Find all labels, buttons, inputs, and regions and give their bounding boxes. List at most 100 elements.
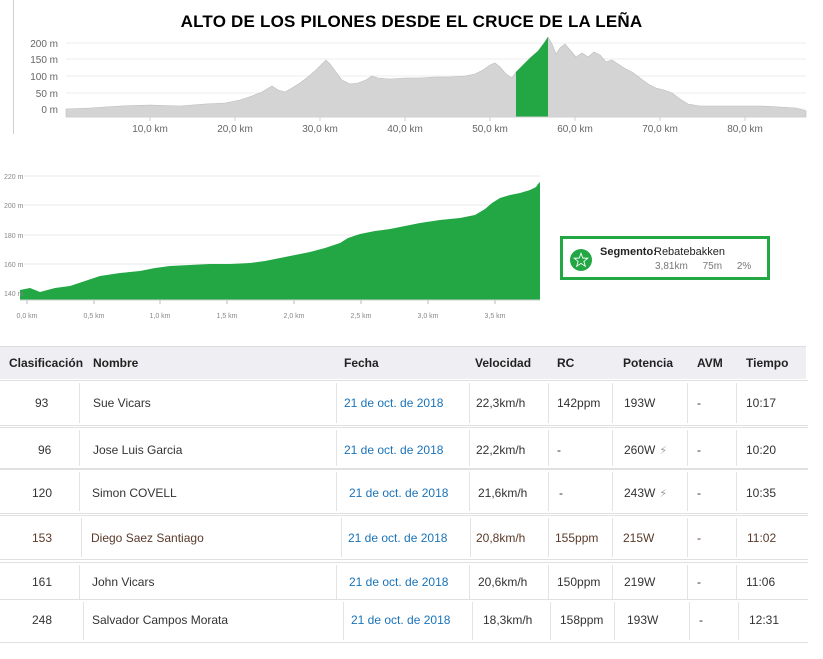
table-row[interactable]: 120 Simon COVELL 21 de oct. de 2018 21,6… (0, 469, 808, 514)
column-divider (687, 430, 688, 466)
column-divider (548, 383, 549, 423)
rank-cell: 153 (32, 531, 53, 545)
speed-cell: 18,3km/h (483, 613, 533, 627)
table-row[interactable]: 161 John Vicars 21 de oct. de 2018 20,6k… (0, 562, 808, 602)
activity-date-link[interactable]: 21 de oct. de 2018 (351, 613, 451, 627)
column-divider (79, 383, 80, 423)
column-divider (736, 565, 737, 599)
column-divider (612, 430, 613, 466)
athlete-name-link[interactable]: Sue Vicars (93, 396, 151, 410)
header-speed[interactable]: Velocidad (475, 356, 532, 370)
power-value: 215W (623, 531, 655, 545)
column-divider (336, 565, 337, 599)
activity-date-link[interactable]: 21 de oct. de 2018 (344, 443, 444, 457)
athlete-name-link[interactable]: Salvador Campos Morata (92, 613, 229, 627)
header-time[interactable]: Tiempo (746, 356, 789, 370)
heartrate-cell: - (697, 531, 701, 545)
power-value: 193W (624, 396, 656, 410)
x-tick-label: 60,0 km (557, 124, 593, 135)
header-power[interactable]: Potencia (623, 356, 674, 370)
column-divider (83, 602, 84, 640)
column-divider (341, 518, 342, 557)
column-divider (736, 518, 737, 557)
column-divider (472, 602, 473, 640)
frame-line (13, 0, 17, 134)
speed-cell: 21,6km/h (478, 486, 528, 500)
speed-cell: 22,2km/h (476, 443, 526, 457)
column-divider (736, 383, 737, 423)
table-row[interactable]: 93 Sue Vicars 21 de oct. de 2018 22,3km/… (0, 380, 808, 426)
x-tick-label: 2,5 km (350, 313, 371, 320)
column-divider (736, 430, 737, 466)
power-value: 219W (624, 575, 656, 589)
table-row[interactable]: 248 Salvador Campos Morata 21 de oct. de… (0, 599, 808, 643)
column-divider (687, 383, 688, 423)
header-cadence[interactable]: RC (557, 356, 575, 370)
y-tick-label: 0 m (41, 105, 58, 116)
column-divider (343, 602, 344, 640)
power-value: 193W (627, 613, 659, 627)
column-divider (548, 565, 549, 599)
activity-date-link[interactable]: 21 de oct. de 2018 (344, 396, 444, 410)
rank-cell: 248 (32, 613, 53, 627)
header-rank[interactable]: Clasificación (9, 356, 84, 370)
speed-cell: 22,3km/h (476, 396, 526, 410)
column-divider (81, 518, 82, 557)
header-heartrate[interactable]: AVM (697, 356, 723, 370)
activity-date-link[interactable]: 21 de oct. de 2018 (348, 531, 448, 545)
x-tick-label: 80,0 km (727, 124, 763, 135)
x-tick-label: 30,0 km (302, 124, 338, 135)
segment-name[interactable]: Rebatebakken (654, 246, 725, 258)
column-divider (612, 518, 613, 557)
cadence-cell: - (557, 443, 561, 457)
estimated-power-icon: ⚡ (659, 488, 668, 500)
athlete-name-link[interactable]: Jose Luis Garcia (93, 443, 183, 457)
y-tick-label: 180 m (4, 233, 24, 240)
column-divider (336, 430, 337, 466)
column-divider (738, 602, 739, 640)
time-cell: 10:20 (746, 443, 777, 457)
y-tick-label: 140 m (4, 291, 24, 298)
x-tick-label: 0,5 km (83, 313, 104, 320)
athlete-name-link[interactable]: John Vicars (92, 575, 155, 589)
table-row-highlighted[interactable]: 153 Diego Saez Santiago 21 de oct. de 20… (0, 515, 808, 560)
column-divider (687, 518, 688, 557)
column-divider (336, 383, 337, 423)
power-cell: 215W (623, 531, 658, 545)
column-divider (469, 430, 470, 466)
column-divider (687, 472, 688, 511)
time-cell: 11:06 (746, 575, 776, 589)
column-divider (548, 472, 549, 511)
cadence-cell: - (559, 486, 563, 500)
column-divider (687, 565, 688, 599)
column-divider (470, 518, 471, 557)
power-cell: 219W (624, 575, 659, 589)
column-divider (550, 602, 551, 640)
segment-highlight-area (516, 37, 548, 117)
activity-date-link[interactable]: 21 de oct. de 2018 (349, 575, 449, 589)
x-tick-label: 1,5 km (216, 313, 237, 320)
speed-cell: 20,6km/h (478, 575, 528, 589)
page-title: ALTO DE LOS PILONES DESDE EL CRUCE DE LA… (180, 12, 643, 31)
athlete-name-link[interactable]: Simon COVELL (92, 486, 177, 500)
cadence-cell: 158ppm (560, 613, 604, 627)
x-tick-label: 50,0 km (472, 124, 508, 135)
column-divider (548, 430, 549, 466)
power-value: 243W (624, 486, 656, 500)
header-date[interactable]: Fecha (344, 356, 379, 370)
header-name[interactable]: Nombre (93, 356, 139, 370)
x-tick-label: 3,5 km (484, 313, 505, 320)
cadence-cell: 155ppm (555, 531, 599, 545)
column-divider (469, 383, 470, 423)
estimated-power-icon: ⚡ (659, 445, 668, 457)
athlete-name-link[interactable]: Diego Saez Santiago (91, 531, 204, 545)
y-tick-label: 150 m (30, 55, 58, 66)
heartrate-cell: - (697, 396, 701, 410)
elevation-profile-chart: 10,0 km 20,0 km 30,0 km 40,0 km 50,0 km 60,0 … (30, 36, 807, 135)
table-row[interactable]: 96 Jose Luis Garcia 21 de oct. de 2018 2… (0, 427, 808, 469)
y-tick-label: 160 m (4, 262, 24, 269)
rank-cell: 93 (35, 396, 49, 410)
segment-card[interactable]: Segmento: Rebatebakken 3,81km 75m 2% (560, 236, 770, 280)
column-divider (736, 472, 737, 511)
activity-date-link[interactable]: 21 de oct. de 2018 (349, 486, 449, 500)
